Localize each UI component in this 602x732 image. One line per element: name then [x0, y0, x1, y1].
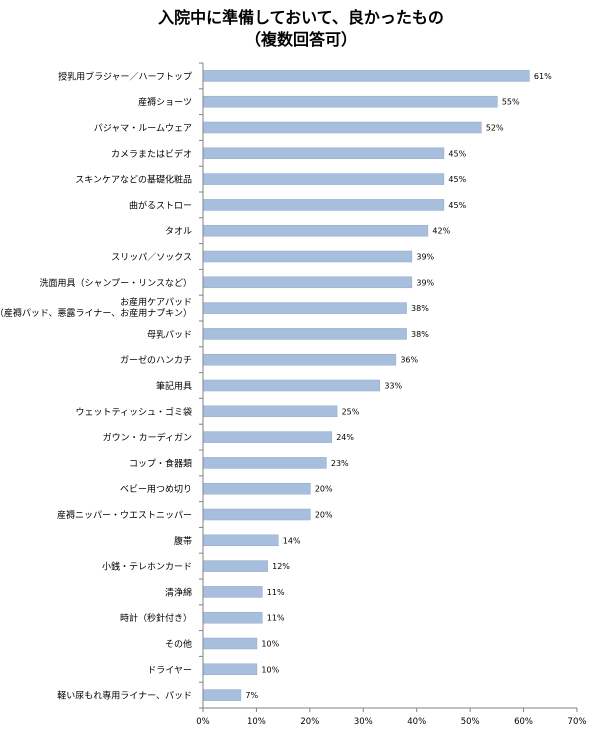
category-label: 腹帯 — [174, 535, 192, 547]
category-label: その他 — [165, 638, 192, 650]
category-label: スリッパ／ソックス — [111, 252, 192, 263]
bar — [203, 328, 407, 340]
x-tick-label: 40% — [407, 717, 426, 727]
bar — [203, 121, 482, 134]
x-tick-label: 50% — [461, 717, 480, 727]
value-label: 10% — [261, 640, 279, 649]
bar — [203, 173, 445, 185]
x-tick-label: 20% — [300, 717, 319, 727]
category-label: 時計（秒針付き） — [120, 612, 192, 624]
value-label: 20% — [315, 511, 333, 520]
value-label: 10% — [261, 665, 279, 674]
value-label: 25% — [342, 407, 360, 416]
bar — [203, 663, 258, 676]
value-label: 45% — [448, 201, 466, 210]
bar — [203, 405, 338, 418]
value-label: 45% — [448, 149, 466, 158]
category-label: 母乳パッド — [147, 328, 192, 340]
bar — [203, 276, 413, 289]
value-label: 7% — [245, 691, 258, 700]
category-label: タオル — [165, 226, 192, 237]
category-label: スキンケアなどの基礎化粧品 — [75, 174, 192, 186]
value-label: 39% — [416, 253, 434, 262]
bar — [203, 534, 279, 547]
value-label: 11% — [267, 588, 285, 597]
value-label: 38% — [411, 304, 429, 313]
category-label: 産褥ニッパー・ウエストニッパー — [57, 509, 192, 521]
bar — [203, 482, 311, 495]
bar — [203, 302, 407, 314]
x-tick-label: 10% — [247, 717, 266, 727]
category-label: ガウン・カーディガン — [103, 432, 192, 444]
bar — [203, 250, 413, 263]
category-label: 筆記用具 — [156, 380, 192, 392]
category-label: 洗面用具（シャンプー・リンスなど） — [39, 277, 192, 289]
bar — [203, 224, 429, 237]
x-tick-label: 0% — [196, 717, 210, 727]
value-label: 42% — [432, 227, 450, 236]
bar — [203, 689, 242, 701]
bar — [203, 199, 445, 211]
bar — [203, 611, 263, 624]
bar — [203, 353, 397, 366]
x-tick-label: 70% — [568, 717, 587, 727]
category-label: お産用ケアパッド — [120, 296, 192, 308]
bar — [203, 457, 327, 469]
value-label: 20% — [315, 485, 333, 494]
value-label: 24% — [336, 433, 354, 442]
chart-subtitle: （複数回答可） — [244, 30, 357, 49]
value-label: 14% — [283, 536, 301, 545]
category-label: 曲がるストロー — [129, 199, 192, 211]
value-label: 11% — [267, 614, 285, 623]
bar — [203, 560, 268, 572]
value-label: 45% — [448, 175, 466, 184]
x-tick-label: 60% — [514, 717, 533, 727]
bar — [203, 95, 498, 108]
category-label: カメラまたはビデオ — [111, 148, 192, 160]
value-label: 12% — [272, 562, 290, 571]
chart-title: 入院中に準備しておいて、良かったもの — [158, 8, 444, 27]
category-label: 小銭・テレホンカード — [102, 561, 192, 573]
value-label: 55% — [502, 98, 520, 107]
bar — [203, 147, 445, 160]
bar — [203, 508, 311, 521]
category-label: パジャマ・ルームウェア — [94, 123, 192, 134]
category-label: ドライヤー — [147, 665, 192, 676]
bar — [203, 70, 530, 82]
category-label: 軽い尿もれ専用ライナー、パッド — [57, 690, 192, 702]
bar — [203, 586, 263, 598]
value-label: 61% — [534, 72, 552, 81]
category-label: コップ・食器類 — [129, 457, 192, 469]
value-label: 39% — [416, 278, 434, 287]
category-label: 清浄綿 — [165, 586, 192, 598]
category-label: 授乳用ブラジャー／ハーフトップ — [58, 70, 192, 82]
bar — [203, 637, 258, 650]
x-tick-label: 30% — [354, 717, 373, 727]
category-label: 産褥ショーツ — [138, 96, 192, 108]
value-label: 38% — [411, 330, 429, 339]
value-label: 23% — [331, 459, 349, 468]
bar — [203, 431, 332, 443]
category-label: （産褥パッド、悪露ライナー、お産用ナプキン） — [0, 307, 192, 319]
value-label: 52% — [486, 124, 504, 133]
category-label: ベビー用つめ切り — [120, 484, 192, 495]
category-label: ウェットティッシュ・ゴミ袋 — [76, 406, 192, 418]
value-label: 36% — [400, 356, 418, 365]
bar — [203, 379, 381, 392]
value-label: 33% — [384, 382, 402, 391]
category-label: ガーゼのハンカチ — [120, 354, 192, 366]
